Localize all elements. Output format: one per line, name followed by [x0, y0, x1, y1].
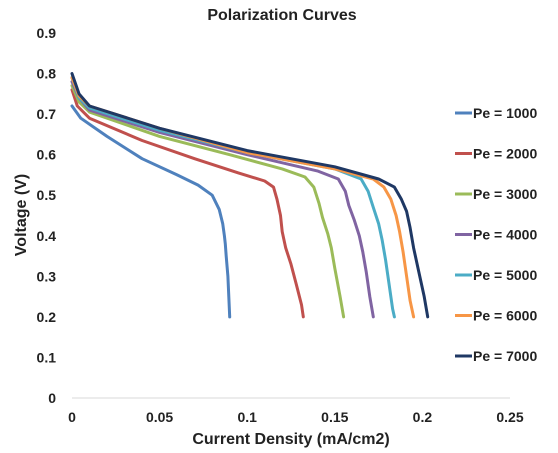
y-tick-label: 0.7	[37, 106, 57, 122]
series-line	[70, 80, 375, 319]
x-tick-label: 0.25	[496, 409, 523, 425]
series-line	[70, 76, 396, 319]
legend-label: Pe = 4000	[473, 227, 537, 243]
y-tick-label: 0.2	[37, 309, 57, 325]
y-tick-label: 0.4	[37, 228, 57, 244]
y-tick-label: 0.9	[37, 25, 57, 41]
x-tick-label: 0.05	[146, 409, 173, 425]
x-tick-label: 0.15	[321, 409, 348, 425]
legend-label: Pe = 1000	[473, 105, 537, 121]
x-tick-label: 0.2	[413, 409, 433, 425]
y-tick-label: 0.6	[37, 147, 57, 163]
chart-title: Polarization Curves	[207, 7, 356, 24]
x-axis-label: Current Density (mA/cm2)	[192, 431, 389, 448]
y-axis-label: Voltage (V)	[13, 174, 30, 256]
series-line	[70, 104, 232, 319]
series-layer	[70, 72, 430, 319]
x-tick-label: 0	[68, 409, 76, 425]
legend-label: Pe = 2000	[473, 146, 537, 162]
legend-label: Pe = 7000	[473, 348, 537, 364]
series-line	[70, 84, 346, 319]
y-tick-label: 0.3	[37, 268, 57, 284]
x-axis-ticks: 0 0.05 0.1 0.15 0.2 0.25	[68, 409, 524, 425]
x-tick-label: 0.1	[237, 409, 257, 425]
series-line	[70, 72, 430, 319]
legend: Pe = 1000 Pe = 2000 Pe = 3000 Pe = 4000 Pe =…	[455, 105, 537, 364]
legend-label: Pe = 5000	[473, 267, 537, 283]
y-tick-label: 0.1	[37, 349, 57, 365]
legend-label: Pe = 3000	[473, 186, 537, 202]
y-tick-label: 0.8	[37, 66, 57, 82]
legend-label: Pe = 6000	[473, 308, 537, 324]
y-axis-ticks: 0 0.1 0.2 0.3 0.4 0.5 0.6 0.7 0.8 0.9	[37, 25, 57, 406]
y-tick-label: 0	[48, 390, 56, 406]
y-tick-label: 0.5	[37, 187, 57, 203]
series-line	[70, 88, 305, 319]
